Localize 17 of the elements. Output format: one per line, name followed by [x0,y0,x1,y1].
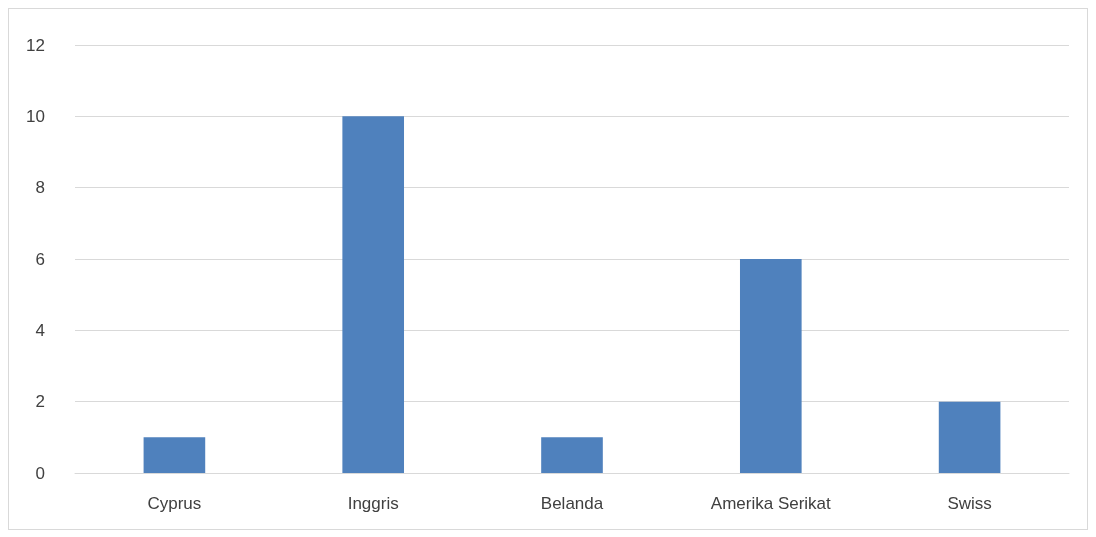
y-tick-label: 8 [35,178,45,198]
bar [143,437,206,473]
y-tick-label: 10 [26,106,45,126]
y-tick-label: 2 [35,392,45,412]
y-tick-label: 4 [35,320,45,340]
bar [938,401,1001,473]
y-tick-label: 0 [35,463,45,483]
y-tick-label: 12 [26,35,45,55]
bar [541,437,603,473]
x-tick-label: Inggris [347,494,399,513]
y-tick-label: 6 [35,249,45,269]
x-tick-label: Amerika Serikat [710,494,832,513]
bar [342,116,405,473]
x-tick-label: Cyprus [147,494,202,513]
bar [739,259,802,473]
x-tick-label: Belanda [540,494,604,513]
x-tick-label: Swiss [947,494,992,513]
